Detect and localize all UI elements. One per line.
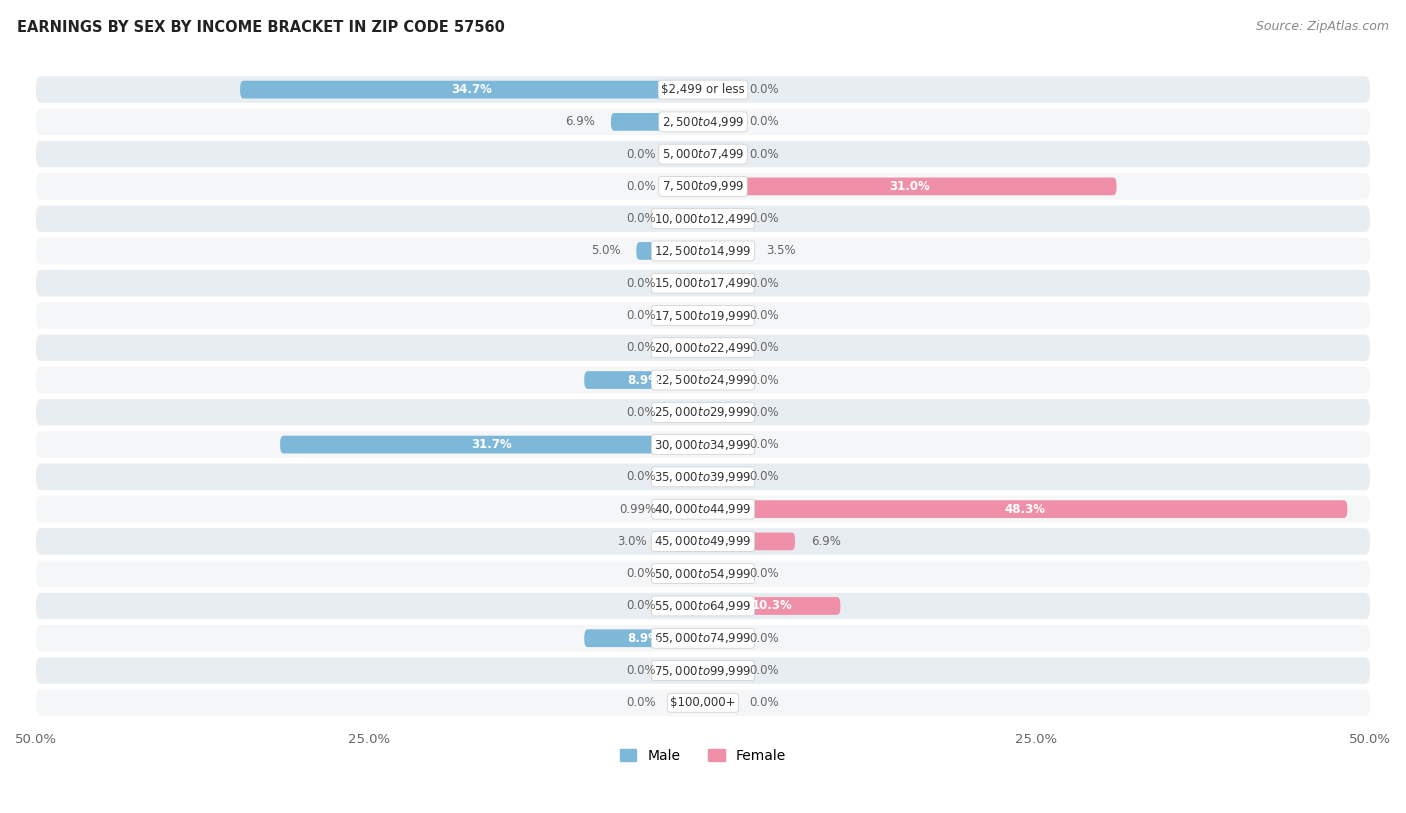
Text: 31.7%: 31.7% bbox=[471, 438, 512, 451]
FancyBboxPatch shape bbox=[37, 302, 1369, 328]
Text: 34.7%: 34.7% bbox=[451, 83, 492, 96]
Text: 0.0%: 0.0% bbox=[627, 471, 657, 484]
FancyBboxPatch shape bbox=[703, 500, 1347, 518]
Text: 0.0%: 0.0% bbox=[627, 212, 657, 225]
Text: $10,000 to $12,499: $10,000 to $12,499 bbox=[654, 211, 752, 226]
Text: 0.0%: 0.0% bbox=[749, 438, 779, 451]
Text: $12,500 to $14,999: $12,500 to $14,999 bbox=[654, 244, 752, 258]
FancyBboxPatch shape bbox=[585, 629, 703, 647]
FancyBboxPatch shape bbox=[703, 597, 841, 615]
Text: $17,500 to $19,999: $17,500 to $19,999 bbox=[654, 308, 752, 323]
Text: 0.0%: 0.0% bbox=[749, 632, 779, 645]
Text: 3.0%: 3.0% bbox=[617, 535, 647, 548]
FancyBboxPatch shape bbox=[37, 593, 1369, 620]
Text: 6.9%: 6.9% bbox=[811, 535, 841, 548]
Text: $65,000 to $74,999: $65,000 to $74,999 bbox=[654, 631, 752, 646]
Text: 10.3%: 10.3% bbox=[751, 599, 792, 612]
Text: 0.0%: 0.0% bbox=[627, 276, 657, 289]
Text: 0.0%: 0.0% bbox=[749, 148, 779, 161]
Text: $7,500 to $9,999: $7,500 to $9,999 bbox=[662, 180, 744, 193]
Text: 0.0%: 0.0% bbox=[749, 406, 779, 419]
Text: $2,499 or less: $2,499 or less bbox=[661, 83, 745, 96]
Text: $2,500 to $4,999: $2,500 to $4,999 bbox=[662, 115, 744, 129]
Text: $22,500 to $24,999: $22,500 to $24,999 bbox=[654, 373, 752, 387]
Text: 5.0%: 5.0% bbox=[591, 245, 620, 258]
Text: 0.99%: 0.99% bbox=[619, 502, 657, 515]
Text: 31.0%: 31.0% bbox=[890, 180, 931, 193]
FancyBboxPatch shape bbox=[280, 436, 703, 454]
Text: $5,000 to $7,499: $5,000 to $7,499 bbox=[662, 147, 744, 161]
FancyBboxPatch shape bbox=[37, 237, 1369, 264]
FancyBboxPatch shape bbox=[637, 242, 703, 260]
Text: 0.0%: 0.0% bbox=[749, 696, 779, 709]
Legend: Male, Female: Male, Female bbox=[614, 743, 792, 768]
Text: 0.0%: 0.0% bbox=[627, 148, 657, 161]
Text: $40,000 to $44,999: $40,000 to $44,999 bbox=[654, 502, 752, 516]
Text: 0.0%: 0.0% bbox=[749, 567, 779, 580]
Text: $100,000+: $100,000+ bbox=[671, 696, 735, 709]
Text: 0.0%: 0.0% bbox=[627, 309, 657, 322]
Text: 0.0%: 0.0% bbox=[749, 373, 779, 386]
Text: 0.0%: 0.0% bbox=[627, 180, 657, 193]
Text: Source: ZipAtlas.com: Source: ZipAtlas.com bbox=[1256, 20, 1389, 33]
FancyBboxPatch shape bbox=[37, 399, 1369, 425]
Text: $25,000 to $29,999: $25,000 to $29,999 bbox=[654, 406, 752, 420]
Text: $55,000 to $64,999: $55,000 to $64,999 bbox=[654, 599, 752, 613]
FancyBboxPatch shape bbox=[37, 76, 1369, 102]
Text: $30,000 to $34,999: $30,000 to $34,999 bbox=[654, 437, 752, 451]
Text: $15,000 to $17,499: $15,000 to $17,499 bbox=[654, 276, 752, 290]
Text: 3.5%: 3.5% bbox=[766, 245, 796, 258]
Text: 0.0%: 0.0% bbox=[749, 83, 779, 96]
Text: $20,000 to $22,499: $20,000 to $22,499 bbox=[654, 341, 752, 354]
FancyBboxPatch shape bbox=[37, 625, 1369, 651]
FancyBboxPatch shape bbox=[37, 463, 1369, 490]
FancyBboxPatch shape bbox=[37, 335, 1369, 361]
Text: 0.0%: 0.0% bbox=[627, 567, 657, 580]
Text: 0.0%: 0.0% bbox=[749, 115, 779, 128]
FancyBboxPatch shape bbox=[37, 173, 1369, 200]
FancyBboxPatch shape bbox=[585, 372, 703, 389]
FancyBboxPatch shape bbox=[690, 500, 703, 518]
Text: 48.3%: 48.3% bbox=[1005, 502, 1046, 515]
Text: 6.9%: 6.9% bbox=[565, 115, 595, 128]
FancyBboxPatch shape bbox=[37, 367, 1369, 393]
FancyBboxPatch shape bbox=[703, 242, 749, 260]
FancyBboxPatch shape bbox=[37, 432, 1369, 458]
Text: 0.0%: 0.0% bbox=[749, 664, 779, 677]
Text: 0.0%: 0.0% bbox=[749, 276, 779, 289]
Text: 8.9%: 8.9% bbox=[627, 632, 659, 645]
FancyBboxPatch shape bbox=[703, 533, 794, 550]
FancyBboxPatch shape bbox=[612, 113, 703, 131]
FancyBboxPatch shape bbox=[37, 560, 1369, 587]
Text: 0.0%: 0.0% bbox=[627, 664, 657, 677]
FancyBboxPatch shape bbox=[37, 496, 1369, 523]
Text: 0.0%: 0.0% bbox=[749, 212, 779, 225]
Text: $50,000 to $54,999: $50,000 to $54,999 bbox=[654, 567, 752, 580]
Text: 0.0%: 0.0% bbox=[749, 341, 779, 354]
Text: 0.0%: 0.0% bbox=[627, 696, 657, 709]
Text: 0.0%: 0.0% bbox=[627, 406, 657, 419]
FancyBboxPatch shape bbox=[37, 689, 1369, 716]
Text: 0.0%: 0.0% bbox=[627, 599, 657, 612]
Text: $35,000 to $39,999: $35,000 to $39,999 bbox=[654, 470, 752, 484]
FancyBboxPatch shape bbox=[37, 528, 1369, 554]
FancyBboxPatch shape bbox=[37, 270, 1369, 297]
FancyBboxPatch shape bbox=[37, 657, 1369, 684]
FancyBboxPatch shape bbox=[703, 177, 1116, 195]
Text: 0.0%: 0.0% bbox=[749, 309, 779, 322]
Text: EARNINGS BY SEX BY INCOME BRACKET IN ZIP CODE 57560: EARNINGS BY SEX BY INCOME BRACKET IN ZIP… bbox=[17, 20, 505, 35]
FancyBboxPatch shape bbox=[240, 80, 703, 98]
FancyBboxPatch shape bbox=[664, 533, 703, 550]
FancyBboxPatch shape bbox=[37, 109, 1369, 135]
Text: $75,000 to $99,999: $75,000 to $99,999 bbox=[654, 663, 752, 677]
Text: $45,000 to $49,999: $45,000 to $49,999 bbox=[654, 534, 752, 549]
Text: 0.0%: 0.0% bbox=[627, 341, 657, 354]
FancyBboxPatch shape bbox=[37, 141, 1369, 167]
FancyBboxPatch shape bbox=[37, 206, 1369, 232]
Text: 8.9%: 8.9% bbox=[627, 373, 659, 386]
Text: 0.0%: 0.0% bbox=[749, 471, 779, 484]
